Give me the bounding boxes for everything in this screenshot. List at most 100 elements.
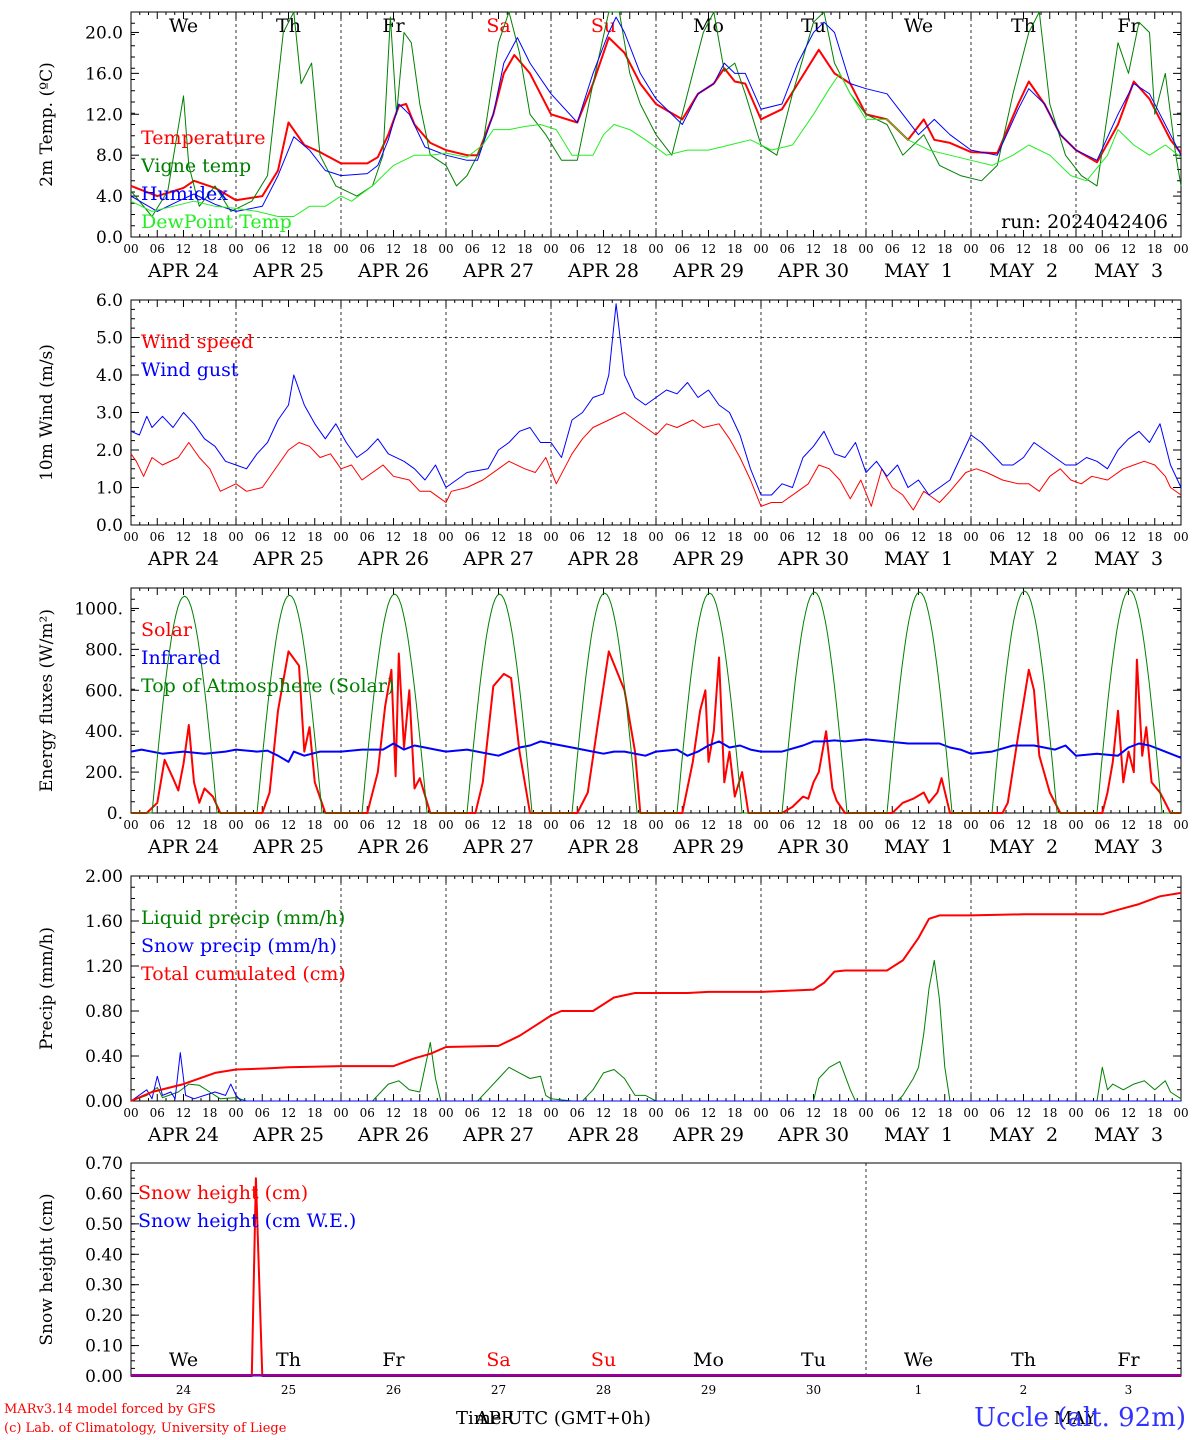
hour-tick-label: 06 bbox=[360, 242, 375, 256]
hour-tick-label: 00 bbox=[648, 818, 663, 832]
hour-tick-label: 18 bbox=[307, 530, 322, 544]
date-label: MAY 1 bbox=[884, 260, 953, 282]
hour-tick-label: 12 bbox=[281, 530, 296, 544]
date-label: APR 29 bbox=[672, 548, 744, 570]
hour-tick-label: 00 bbox=[858, 818, 873, 832]
hour-tick-label: 18 bbox=[517, 1106, 532, 1120]
weekday-label: Fr bbox=[1117, 1349, 1140, 1371]
hour-tick-label: 00 bbox=[438, 1106, 453, 1120]
hour-tick-label: 12 bbox=[701, 818, 716, 832]
day-number-label: 29 bbox=[701, 1383, 716, 1397]
hour-tick-label: 06 bbox=[570, 242, 585, 256]
date-label: APR 28 bbox=[567, 548, 639, 570]
hour-tick-label: 18 bbox=[622, 1106, 637, 1120]
date-label: APR 28 bbox=[567, 836, 639, 858]
hour-tick-label: 18 bbox=[622, 818, 637, 832]
hour-tick-label: 12 bbox=[911, 818, 926, 832]
y-tick-label: 6.0 bbox=[96, 291, 123, 311]
hour-tick-label: 00 bbox=[858, 530, 873, 544]
hour-tick-label: 00 bbox=[753, 242, 768, 256]
hour-tick-label: 00 bbox=[228, 242, 243, 256]
hour-tick-label: 00 bbox=[963, 818, 978, 832]
hour-tick-label: 12 bbox=[281, 242, 296, 256]
date-label: APR 25 bbox=[252, 1124, 324, 1146]
legend-entry: Vigne temp bbox=[140, 155, 251, 177]
hour-tick-label: 12 bbox=[281, 818, 296, 832]
hour-tick-label: 00 bbox=[438, 530, 453, 544]
y-tick-label: 0. bbox=[107, 804, 123, 824]
y-tick-label: 0.70 bbox=[85, 1154, 123, 1174]
legend-entry: Snow height (cm) bbox=[138, 1182, 308, 1204]
hour-tick-label: 12 bbox=[701, 530, 716, 544]
y-tick-label: 0.40 bbox=[85, 1047, 123, 1067]
hour-tick-label: 12 bbox=[176, 530, 191, 544]
hour-tick-label: 18 bbox=[517, 818, 532, 832]
hour-tick-label: 06 bbox=[675, 818, 690, 832]
hour-tick-label: 00 bbox=[333, 530, 348, 544]
y-tick-label: 1.20 bbox=[85, 957, 123, 977]
month-label-apr: APR bbox=[475, 1408, 515, 1429]
date-label: APR 24 bbox=[147, 260, 219, 282]
hour-tick-label: 12 bbox=[1016, 818, 1031, 832]
panel-5: 24 25 26 27 28 29 30 1 2 3 0.00 0.10 0.20 0.30 0.40 0.5… bbox=[37, 1154, 1182, 1397]
weekday-label: We bbox=[169, 15, 198, 37]
y-tick-label: 800. bbox=[85, 640, 123, 660]
hour-tick-label: 12 bbox=[596, 530, 611, 544]
hour-tick-label: 12 bbox=[596, 818, 611, 832]
date-label: APR 26 bbox=[357, 548, 429, 570]
weekday-label: Mo bbox=[693, 1349, 724, 1371]
series-line bbox=[130, 1052, 1181, 1102]
y-tick-label: 0.20 bbox=[85, 1306, 123, 1326]
series-line bbox=[130, 412, 1182, 511]
weekday-label: Mo bbox=[693, 15, 724, 37]
y-tick-label: 4.0 bbox=[96, 187, 123, 207]
date-label: APR 27 bbox=[462, 260, 534, 282]
panel-3: 00 06 12 18 00 06 12 18 00 06 12 18 00 06 12 18 00 06 12 18… bbox=[37, 587, 1189, 858]
hour-tick-label: 12 bbox=[806, 1106, 821, 1120]
hour-tick-label: 00 bbox=[438, 242, 453, 256]
date-label: MAY 2 bbox=[989, 836, 1058, 858]
hour-tick-label: 18 bbox=[307, 818, 322, 832]
weekday-label: Fr bbox=[382, 15, 405, 37]
lab-credit: (c) Lab. of Climatology, University of L… bbox=[4, 1421, 287, 1436]
hour-tick-label: 18 bbox=[1042, 1106, 1057, 1120]
hour-tick-label: 18 bbox=[937, 1106, 952, 1120]
hour-tick-label: 18 bbox=[1147, 818, 1162, 832]
hour-tick-label: 06 bbox=[780, 818, 795, 832]
hour-tick-label: 06 bbox=[360, 530, 375, 544]
plot-frame bbox=[130, 299, 1182, 526]
hour-tick-label: 00 bbox=[1173, 242, 1188, 256]
date-label: APR 30 bbox=[777, 260, 849, 282]
hour-tick-label: 18 bbox=[1147, 530, 1162, 544]
month-label-may: MAY bbox=[1054, 1408, 1098, 1429]
hour-tick-label: 00 bbox=[1068, 1106, 1083, 1120]
y-tick-label: 2.0 bbox=[96, 441, 123, 461]
hour-tick-label: 06 bbox=[990, 1106, 1005, 1120]
hour-tick-label: 06 bbox=[675, 530, 690, 544]
y-tick-label: 12.0 bbox=[85, 105, 123, 125]
hour-tick-label: 00 bbox=[963, 1106, 978, 1120]
weekday-label: Fr bbox=[382, 1349, 405, 1371]
weekday-label: Sa bbox=[486, 1349, 510, 1371]
hour-tick-label: 00 bbox=[333, 818, 348, 832]
y-tick-label: 400. bbox=[85, 722, 123, 742]
hour-tick-label: 00 bbox=[543, 1106, 558, 1120]
hour-tick-label: 06 bbox=[150, 530, 165, 544]
hour-tick-label: 18 bbox=[412, 1106, 427, 1120]
hour-tick-label: 00 bbox=[648, 242, 663, 256]
hour-tick-label: 00 bbox=[648, 530, 663, 544]
weekday-label: We bbox=[904, 15, 933, 37]
date-label: APR 24 bbox=[147, 836, 219, 858]
panel-2: 00 06 12 18 00 06 12 18 00 06 12 18 00 06 12 18 00 06 12 18… bbox=[37, 291, 1189, 570]
y-axis-label: Precip (mm/h) bbox=[37, 927, 57, 1050]
hour-tick-label: 06 bbox=[990, 530, 1005, 544]
hour-tick-label: 12 bbox=[176, 1106, 191, 1120]
day-number-label: 2 bbox=[1020, 1383, 1028, 1397]
hour-tick-label: 06 bbox=[1095, 818, 1110, 832]
series-line bbox=[130, 738, 1182, 763]
legend-entry: Wind gust bbox=[141, 359, 239, 381]
station-label: Uccle (alt. 92m) bbox=[974, 1403, 1186, 1433]
y-tick-label: 0.60 bbox=[85, 1184, 123, 1204]
y-tick-label: 2.00 bbox=[85, 867, 123, 887]
legend-entry: Top of Atmosphere (Solar) bbox=[141, 675, 394, 697]
